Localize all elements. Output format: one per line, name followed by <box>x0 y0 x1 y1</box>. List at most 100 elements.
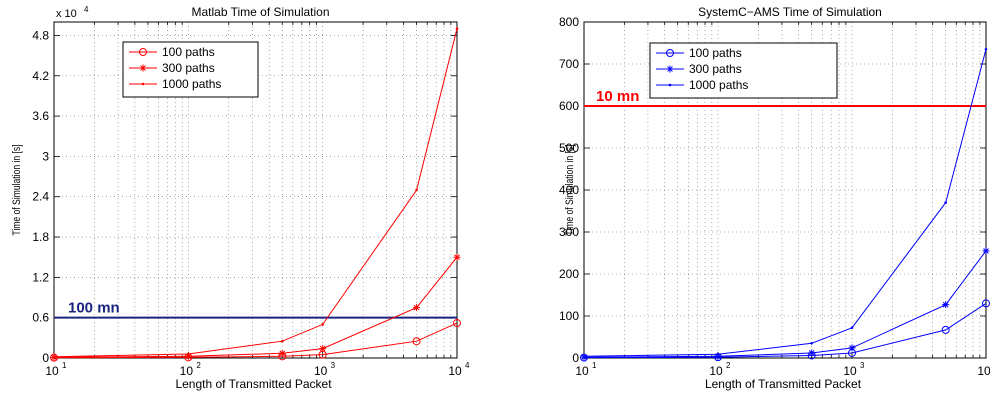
y-tick-label: 4.8 <box>32 28 49 42</box>
data-point <box>280 339 284 343</box>
series-line <box>583 302 987 359</box>
x-axis-label: Length of Transmitted Packet <box>705 377 862 391</box>
data-point <box>453 319 461 328</box>
data-point <box>666 49 674 57</box>
data-point <box>666 65 674 73</box>
y-tick-label: 300 <box>559 225 579 239</box>
data-point <box>582 355 586 358</box>
x-tick-exponent: 1 <box>62 361 67 370</box>
series-line <box>53 28 458 358</box>
chart-title: Matlab Time of Simulation <box>191 5 329 19</box>
data-point <box>714 352 722 360</box>
data-point <box>319 345 327 353</box>
x-tick-label: 10 <box>180 364 194 378</box>
x-tick-exponent: 3 <box>331 361 336 370</box>
series-1 <box>50 319 461 362</box>
data-point <box>139 64 147 72</box>
x-tick-exponent: 4 <box>465 361 470 370</box>
data-point <box>141 82 145 86</box>
series-2 <box>580 247 990 361</box>
data-point <box>941 325 950 334</box>
reference-line-label: 100 mn <box>68 300 120 317</box>
x-tick-label: 10 <box>709 364 723 378</box>
y-tick-label: 0 <box>42 351 49 365</box>
series-line <box>53 322 458 359</box>
legend-box <box>122 41 259 98</box>
y-multiplier: x 10 <box>56 8 77 20</box>
series-line <box>53 256 458 358</box>
data-point <box>808 349 816 357</box>
x-tick-exponent: 2 <box>726 361 731 370</box>
reference-line-label: 10 mn <box>596 88 639 105</box>
chart-title: SystemC−AMS Time of Simulation <box>698 5 882 19</box>
data-point <box>982 247 990 255</box>
y-tick-label: 700 <box>559 57 579 71</box>
y-axis-label: Time of Simulation in [s] <box>11 144 23 235</box>
x-tick-label: 10 <box>314 364 328 378</box>
data-point <box>415 188 418 192</box>
y-tick-label: 200 <box>559 267 579 281</box>
y-tick-label: 4.2 <box>32 69 49 83</box>
data-point <box>668 83 672 87</box>
data-point <box>944 201 947 204</box>
data-point <box>810 342 813 345</box>
plot-frame <box>53 21 458 359</box>
x-tick-label: 10 <box>843 364 857 378</box>
y-tick-label: 0.6 <box>32 311 49 325</box>
x-tick-label: 10 <box>977 364 990 378</box>
x-tick-exponent: 2 <box>196 361 201 370</box>
data-point <box>321 323 324 326</box>
data-point <box>848 344 856 352</box>
y-tick-label: 1.8 <box>32 230 49 244</box>
legend-label: 100 paths <box>689 46 742 60</box>
chart-1: 10 1 10 2 10 3 10 400.61.21.82.433.64.24.8x 10 4… <box>11 5 470 391</box>
legend: 100 paths 300 paths 1000 paths <box>122 41 259 98</box>
data-point <box>716 352 720 356</box>
y-tick-label: 100 <box>559 309 579 323</box>
data-point <box>278 349 286 357</box>
y-tick-label: 0 <box>572 351 579 365</box>
series-1 <box>580 299 990 362</box>
series-3 <box>582 48 988 358</box>
y-tick-label: 3 <box>42 149 49 163</box>
data-point <box>52 355 56 358</box>
data-point <box>187 352 190 356</box>
data-point <box>455 27 459 31</box>
x-axis-label: Length of Transmitted Packet <box>175 377 332 391</box>
legend-label: 300 paths <box>162 61 215 75</box>
data-point <box>850 326 854 330</box>
y-tick-label: 800 <box>559 15 579 29</box>
series-3 <box>52 27 459 358</box>
legend-label: 1000 paths <box>689 78 748 92</box>
y-multiplier-exponent: 4 <box>84 5 89 14</box>
y-tick-label: 3.6 <box>32 109 49 123</box>
data-point <box>453 253 461 261</box>
legend-label: 100 paths <box>162 45 215 59</box>
x-tick-label: 10 <box>575 364 589 378</box>
data-point <box>413 304 421 312</box>
x-tick-label: 10 <box>45 364 59 378</box>
y-tick-label: 1.2 <box>32 270 49 284</box>
y-tick-label: 600 <box>559 99 579 113</box>
series-line <box>583 250 987 358</box>
x-tick-exponent: 3 <box>860 361 865 370</box>
legend-label: 1000 paths <box>162 77 221 91</box>
y-tick-label: 400 <box>559 183 579 197</box>
data-point <box>984 48 988 51</box>
y-tick-label: 2.4 <box>32 190 49 204</box>
data-point <box>942 301 950 309</box>
legend: 100 paths 300 paths 1000 paths <box>649 42 838 99</box>
y-axis-label: Time of Simulation in [s] <box>564 144 576 235</box>
data-point <box>184 352 192 360</box>
y-tick-label: 500 <box>559 141 579 155</box>
data-point <box>139 48 147 56</box>
legend-label: 300 paths <box>689 62 742 76</box>
chart-2: 10 1 10 2 10 3 100100200300400500600700800Syst… <box>559 5 990 391</box>
x-tick-label: 10 <box>448 364 462 378</box>
series-line <box>583 49 987 357</box>
x-tick-exponent: 1 <box>592 361 597 370</box>
legend-box <box>649 42 838 99</box>
data-point <box>412 337 421 346</box>
